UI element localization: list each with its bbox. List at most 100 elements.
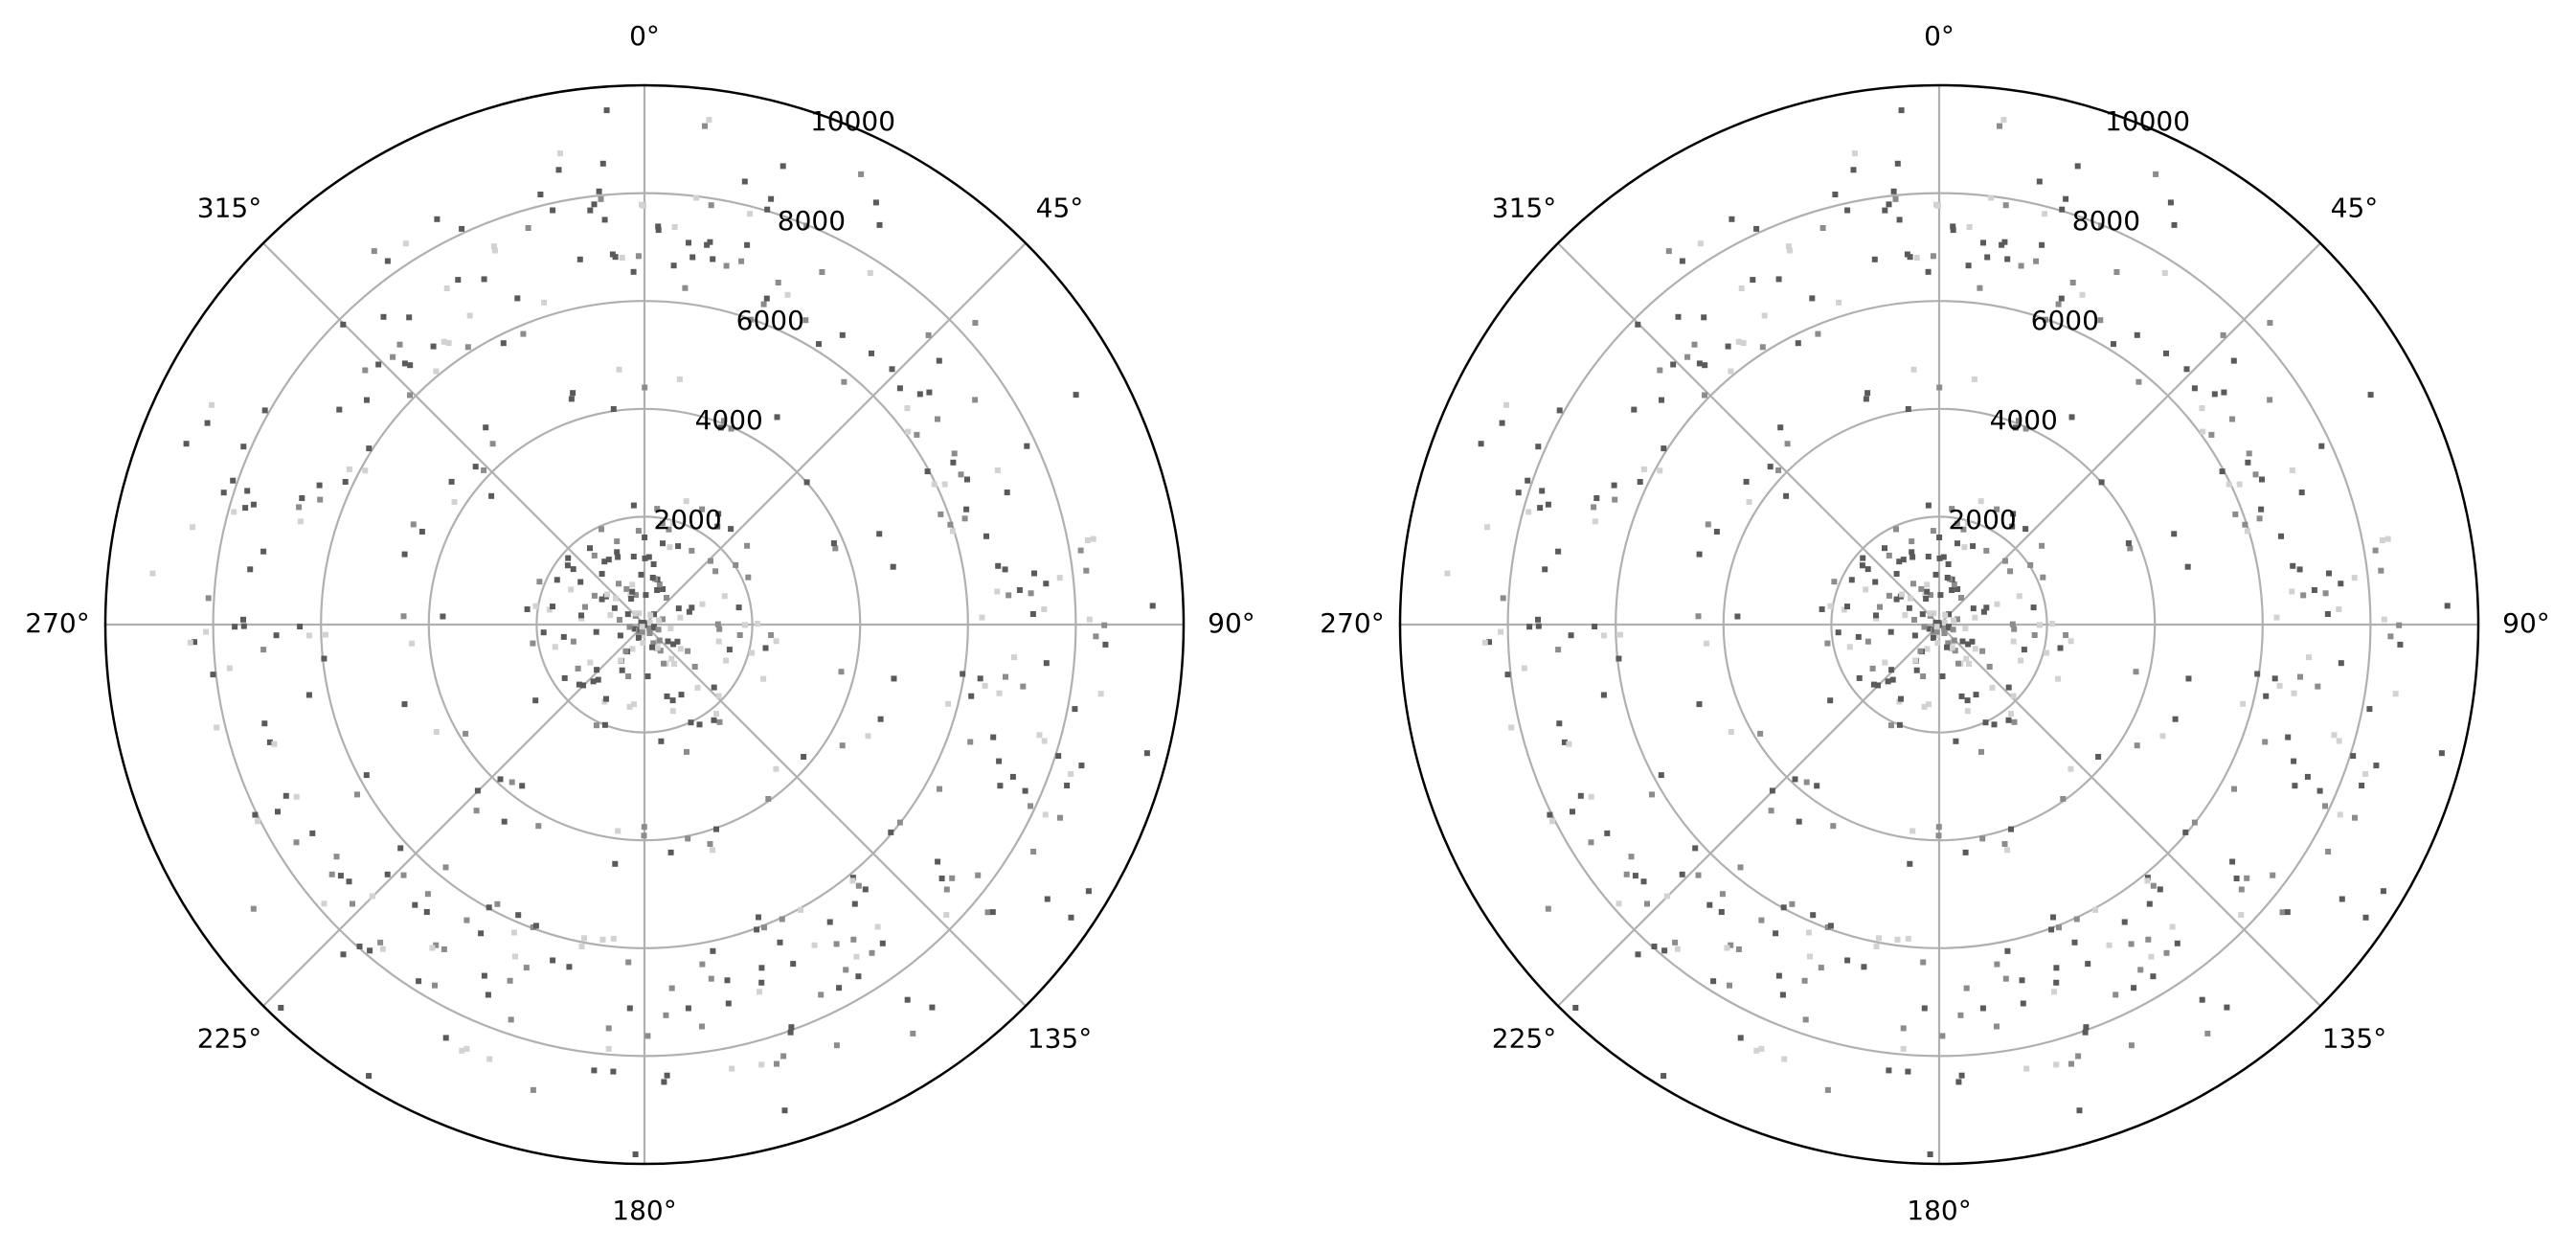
data-point [2273,614,2280,621]
data-point [432,982,438,989]
data-point [1979,648,1986,654]
data-point [299,495,305,501]
data-point [474,787,481,794]
data-point [1986,664,1993,670]
data-point [943,912,950,918]
data-point [914,431,920,438]
data-point [747,211,754,217]
data-point [2002,202,2009,209]
data-point [1870,681,1877,688]
data-point [630,268,637,275]
data-point [654,645,661,651]
data-point [1960,526,1967,533]
data-point [346,878,352,885]
data-point [605,557,612,563]
data-point [2021,647,2027,653]
data-point [2172,716,2179,722]
data-point [1919,611,1926,618]
data-point [2011,718,2018,725]
data-point [1900,1025,1907,1032]
data-point [1810,912,1817,919]
data-point [1984,254,1991,261]
data-point [560,633,567,640]
data-point [801,754,807,760]
data-point [1759,344,1766,351]
data-point [1887,722,1894,729]
data-point [2009,523,2016,530]
data-point [2071,939,2078,945]
data-point [491,247,498,254]
data-point [2068,638,2074,645]
data-point [798,906,804,913]
data-point [1684,353,1691,360]
data-point [1768,808,1774,814]
data-point [599,526,604,533]
data-point [1926,701,1932,708]
data-point [1761,312,1768,319]
data-point [788,1024,795,1031]
data-point [1959,638,1966,645]
data-point [1944,575,1951,581]
data-point [2200,428,2206,435]
data-point [982,682,988,689]
data-point [577,579,584,585]
data-point [626,703,633,710]
data-point [1909,538,1915,545]
data-point [2010,638,2017,645]
data-point [710,256,716,262]
data-point [616,366,622,373]
data-point [192,639,197,646]
data-point [478,930,485,937]
data-point [1958,1072,1965,1079]
data-point [745,574,752,581]
data-point [774,414,780,421]
data-point [2262,739,2269,745]
data-point [1819,606,1825,612]
data-point [1957,1012,1964,1018]
data-point [561,674,568,681]
data-point [642,555,648,561]
data-point [1649,791,1655,798]
data-point [1789,900,1796,907]
data-point [1911,617,1917,623]
data-point [1657,367,1663,374]
data-point [2053,965,2060,971]
data-point [473,808,480,814]
data-point [1827,697,1834,704]
data-point [2362,914,2369,921]
data-point [832,545,839,552]
data-point [1939,673,1946,679]
data-point [463,917,470,923]
data-point [989,909,996,916]
data-point [714,523,721,530]
data-point [532,603,539,609]
radial-tick-label: 8000 [778,205,846,237]
data-point [994,588,1001,595]
data-point [1068,914,1074,921]
data-point [1057,814,1063,821]
data-point [1785,243,1792,250]
data-point [2289,467,2295,473]
data-point [570,390,576,397]
data-point [784,291,791,298]
data-point [364,397,370,403]
data-point [1955,660,1961,667]
data-point [2016,418,2022,424]
data-point [742,622,748,628]
data-point [2018,657,2024,664]
data-point [1068,771,1074,777]
data-point [1692,845,1699,852]
data-point [570,566,576,573]
data-point [774,1060,780,1067]
data-point [611,604,618,611]
data-point [1973,692,1979,698]
data-point [741,178,748,185]
data-point [950,459,957,466]
data-point [2004,947,2011,954]
data-point [1896,216,1903,223]
data-point [486,904,492,911]
data-point [380,313,387,320]
angular-tick-label: 180° [1907,1195,1971,1226]
data-point [949,528,956,535]
data-point [587,545,593,552]
